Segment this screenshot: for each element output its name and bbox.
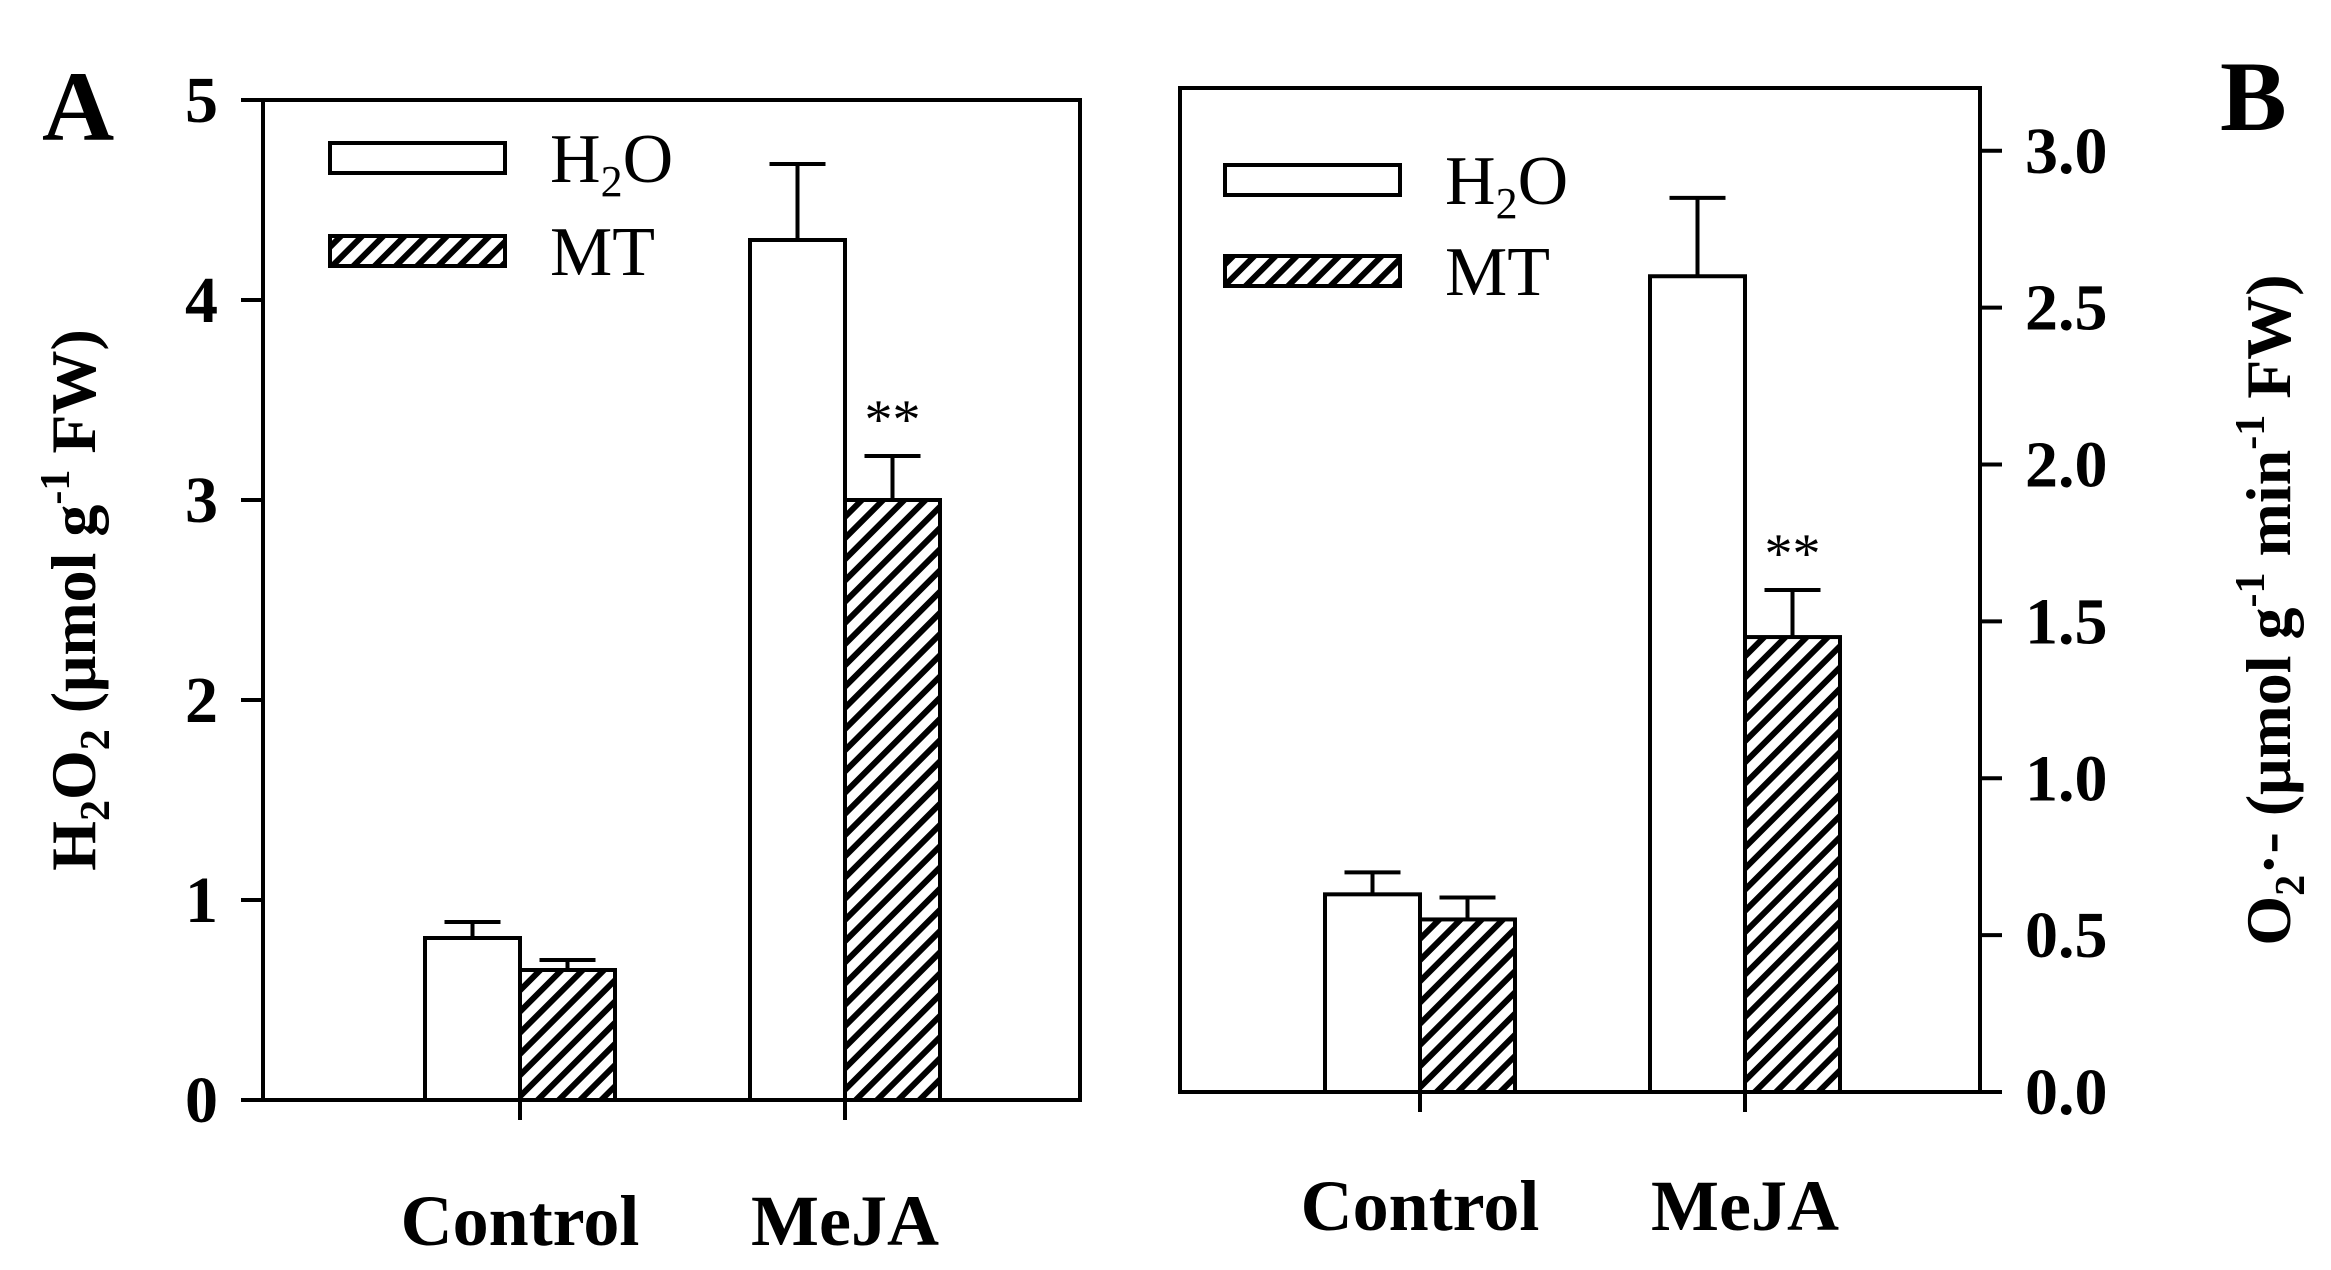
y-tick-label: 1.0 — [2025, 742, 2108, 815]
y-label-sub: 2 — [73, 800, 119, 821]
y-label-sub: 2 — [2268, 875, 2314, 896]
y-axis-label: O2·- (μmol g-1 min-1 FW) — [2228, 274, 2314, 945]
y-tick-label: 2.0 — [2025, 429, 2108, 502]
y-label-part: min — [2233, 450, 2304, 573]
legend-label-text: MT — [1445, 234, 1550, 311]
y-tick-label: 0.5 — [2025, 899, 2108, 972]
legend-label-tail: O — [623, 121, 674, 198]
legend-swatch — [1223, 254, 1402, 288]
y-tick-label: 0 — [185, 1064, 218, 1137]
y-label-sup: -1 — [33, 470, 79, 505]
bar-h2o-control — [423, 936, 522, 1102]
legend-swatch — [328, 141, 507, 175]
legend-label: MT — [550, 214, 655, 291]
bar-mt-control — [1418, 917, 1517, 1094]
x-tick-label: MeJA — [751, 1181, 939, 1261]
significance-mark: ** — [865, 389, 921, 451]
y-label-sup: -1 — [2228, 415, 2274, 450]
legend-label-text: H — [550, 121, 601, 198]
y-tick-label: 4 — [185, 264, 218, 337]
y-tick-label: 3.0 — [2025, 115, 2108, 188]
bar-h2o-meja — [748, 238, 847, 1102]
y-label-part: H — [38, 821, 109, 871]
x-tick-label: Control — [401, 1181, 640, 1261]
legend-label-sub: 2 — [1496, 179, 1518, 228]
legend-label-tail: O — [1518, 143, 1569, 220]
legend-swatch — [328, 234, 507, 268]
significance-mark: ** — [1765, 523, 1821, 585]
legend-label-text: H — [1445, 143, 1496, 220]
x-tick-label: MeJA — [1651, 1166, 1839, 1246]
y-tick-label: 1 — [185, 864, 218, 937]
y-tick-label: 0.0 — [2025, 1056, 2108, 1129]
legend-label-text: MT — [550, 214, 655, 291]
y-label-sup: -1 — [2228, 572, 2274, 607]
y-label-part: FW) — [2233, 274, 2304, 414]
y-label-part: (μmol g — [2233, 607, 2304, 832]
y-label-part: ·- — [2233, 832, 2304, 875]
legend-label: H2O — [550, 121, 673, 206]
bar-mt-meja — [843, 498, 942, 1102]
plot-frame — [1178, 86, 1982, 1094]
legend-label-sub: 2 — [601, 157, 623, 206]
y-tick-label: 2.5 — [2025, 272, 2108, 345]
bar-h2o-meja — [1648, 274, 1747, 1094]
y-tick-label: 2 — [185, 664, 218, 737]
y-label-part: FW) — [38, 329, 109, 469]
plot-frame — [261, 98, 1082, 1102]
y-tick-label: 1.5 — [2025, 585, 2108, 658]
panel-label: B — [2220, 41, 2287, 152]
y-label-sub: 2 — [73, 729, 119, 750]
bar-mt-control — [518, 968, 617, 1102]
legend-label: MT — [1445, 234, 1550, 311]
y-label-part: O — [38, 750, 109, 800]
y-tick-label: 5 — [185, 64, 218, 137]
panel-label: A — [42, 51, 114, 162]
bar-mt-meja — [1743, 635, 1842, 1094]
x-tick-label: Control — [1301, 1166, 1540, 1246]
y-label-part: (μmol g — [38, 505, 109, 730]
legend-swatch — [1223, 163, 1402, 197]
legend-label: H2O — [1445, 143, 1568, 228]
bar-h2o-control — [1323, 892, 1422, 1095]
y-axis-label: H2O2 (μmol g-1 FW) — [33, 329, 119, 871]
y-label-part: O — [2233, 896, 2304, 946]
y-tick-label: 3 — [185, 464, 218, 537]
